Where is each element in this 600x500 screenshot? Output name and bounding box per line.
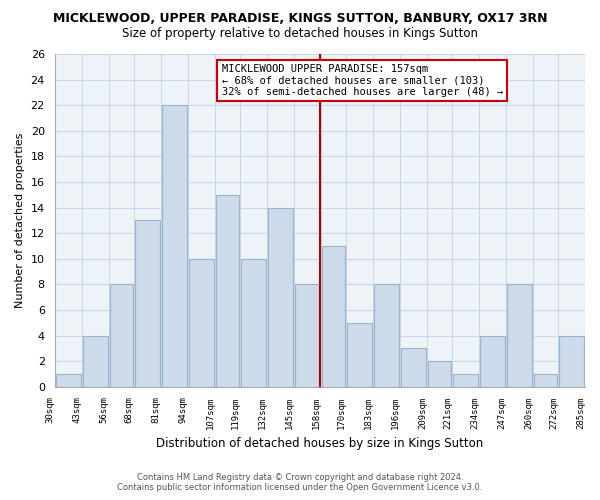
Bar: [507, 284, 532, 386]
Bar: [428, 361, 451, 386]
Bar: [374, 284, 399, 386]
Bar: [480, 336, 505, 386]
Bar: [268, 208, 293, 386]
Bar: [216, 195, 239, 386]
Text: MICKLEWOOD, UPPER PARADISE, KINGS SUTTON, BANBURY, OX17 3RN: MICKLEWOOD, UPPER PARADISE, KINGS SUTTON…: [53, 12, 547, 26]
Y-axis label: Number of detached properties: Number of detached properties: [15, 132, 25, 308]
Bar: [161, 105, 187, 386]
Bar: [347, 322, 372, 386]
Bar: [559, 336, 584, 386]
Bar: [322, 246, 345, 386]
Bar: [134, 220, 160, 386]
Text: Size of property relative to detached houses in Kings Sutton: Size of property relative to detached ho…: [122, 28, 478, 40]
Text: MICKLEWOOD UPPER PARADISE: 157sqm
← 68% of detached houses are smaller (103)
32%: MICKLEWOOD UPPER PARADISE: 157sqm ← 68% …: [221, 64, 503, 97]
Bar: [56, 374, 80, 386]
Bar: [453, 374, 478, 386]
Bar: [295, 284, 320, 386]
Text: Contains HM Land Registry data © Crown copyright and database right 2024.
Contai: Contains HM Land Registry data © Crown c…: [118, 473, 482, 492]
Bar: [401, 348, 426, 387]
Bar: [110, 284, 133, 386]
X-axis label: Distribution of detached houses by size in Kings Sutton: Distribution of detached houses by size …: [156, 437, 484, 450]
Bar: [534, 374, 557, 386]
Bar: [241, 258, 266, 386]
Bar: [83, 336, 107, 386]
Bar: [189, 258, 214, 386]
